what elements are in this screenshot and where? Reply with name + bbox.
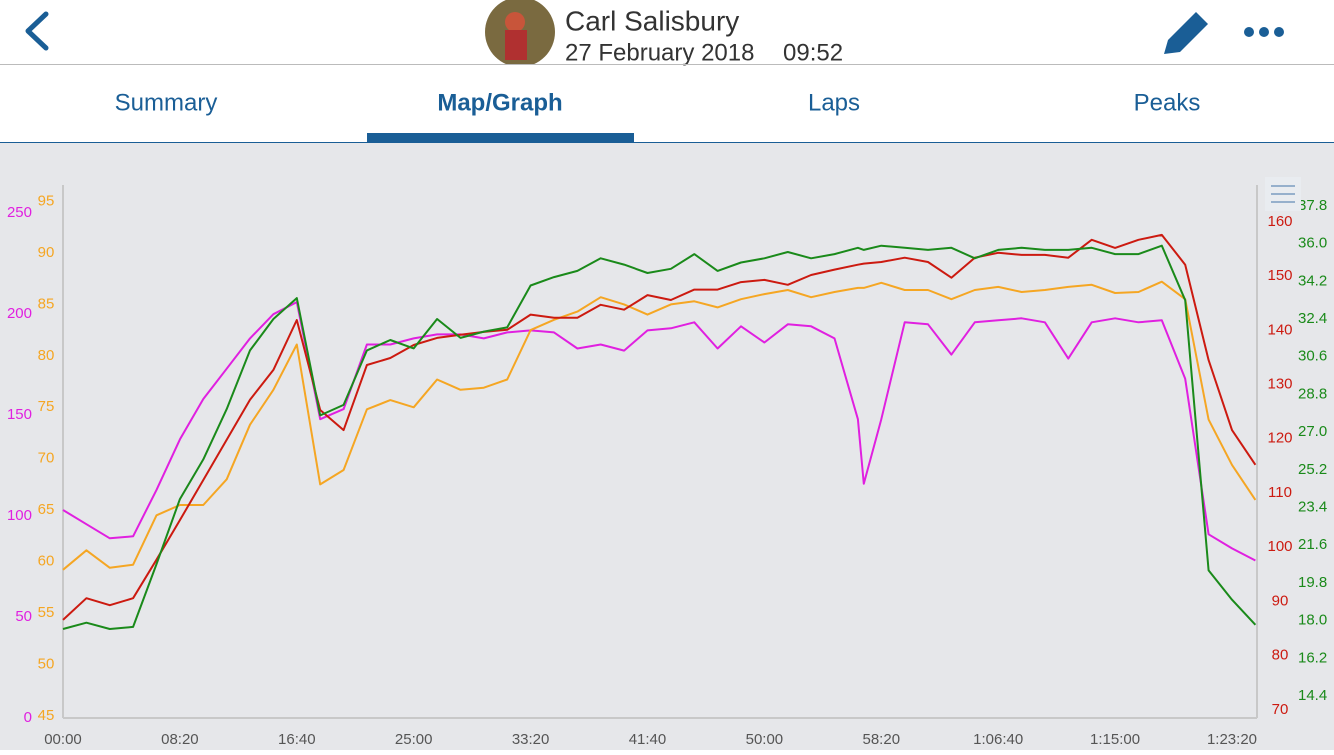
y-tick-label: 30.6 (1298, 348, 1327, 365)
x-tick-label: 25:00 (395, 731, 433, 748)
y-tick-label: 150 (1267, 267, 1292, 284)
y-tick-label: 90 (1272, 592, 1289, 609)
y-tick-label: 32.4 (1298, 310, 1327, 327)
y-tick-label: 140 (1267, 321, 1292, 338)
x-tick-label: 50:00 (746, 731, 784, 748)
back-button[interactable] (25, 11, 49, 51)
y-tick-label: 18.0 (1298, 612, 1327, 629)
y-tick-label: 36.0 (1298, 235, 1327, 252)
x-tick-label: 58:20 (863, 731, 901, 748)
y-tick-label: 25.2 (1298, 461, 1327, 478)
y-tick-label: 45 (38, 707, 55, 724)
x-tick-label: 33:20 (512, 731, 550, 748)
y-tick-label: 16.2 (1298, 649, 1327, 666)
y-tick-label: 0 (24, 709, 32, 726)
tab-indicator (367, 133, 634, 142)
tab-active[interactable]: Map/Graph (437, 89, 562, 116)
x-tick-label: 16:40 (278, 731, 316, 748)
series-line (62, 280, 1257, 571)
y-tick-label: 150 (7, 406, 32, 423)
chart-bg (0, 143, 1334, 750)
series-line (62, 301, 1256, 562)
series-line (62, 233, 1257, 621)
y-tick-label: 95 (38, 192, 55, 209)
tab[interactable]: Laps (808, 89, 860, 116)
y-tick-label: 75 (38, 398, 55, 415)
y-tick-label: 85 (38, 295, 55, 312)
x-tick-label: 1:15:00 (1090, 731, 1140, 748)
y-tick-label: 70 (38, 450, 55, 467)
y-tick-label: 37.8 (1298, 197, 1327, 214)
y-tick-label: 80 (1272, 647, 1289, 664)
y-tick-label: 55 (38, 604, 55, 621)
y-tick-label: 100 (7, 507, 32, 524)
more-button[interactable] (1244, 27, 1284, 37)
x-tick-label: 1:23:20 (1207, 731, 1257, 748)
y-tick-label: 130 (1267, 376, 1292, 393)
x-tick-label: 00:00 (44, 731, 82, 748)
athlete-name: Carl Salisbury (565, 5, 739, 36)
y-tick-label: 19.8 (1298, 574, 1327, 591)
y-tick-label: 110 (1268, 484, 1292, 501)
tab[interactable]: Peaks (1134, 89, 1201, 116)
y-tick-label: 34.2 (1298, 272, 1327, 289)
y-tick-label: 120 (1267, 430, 1292, 447)
y-tick-label: 50 (15, 608, 32, 625)
header-bg (0, 0, 1334, 143)
y-tick-label: 70 (1272, 701, 1289, 718)
series-line (62, 244, 1257, 630)
avatar[interactable] (484, 0, 556, 64)
activity-time: 09:52 (783, 39, 843, 66)
y-tick-label: 160 (1267, 213, 1292, 230)
y-tick-label: 28.8 (1298, 385, 1327, 402)
x-tick-label: 41:40 (629, 731, 667, 748)
y-tick-label: 100 (1267, 538, 1292, 555)
y-tick-label: 65 (38, 501, 55, 518)
edit-button[interactable] (1164, 12, 1208, 54)
x-tick-label: 08:20 (161, 731, 199, 748)
y-tick-label: 14.4 (1298, 687, 1327, 704)
y-tick-label: 80 (38, 347, 55, 364)
y-tick-label: 200 (7, 305, 32, 322)
x-tick-label: 1:06:40 (973, 731, 1023, 748)
y-tick-label: 23.4 (1298, 498, 1327, 515)
y-tick-label: 250 (7, 204, 32, 221)
y-tick-label: 90 (38, 244, 55, 261)
y-tick-label: 21.6 (1298, 536, 1327, 553)
y-tick-label: 60 (38, 553, 55, 570)
y-tick-label: 50 (38, 655, 55, 672)
y-tick-label: 27.0 (1298, 423, 1327, 440)
activity-date: 27 February 2018 (565, 39, 754, 66)
tab[interactable]: Summary (115, 89, 218, 116)
chart-menu[interactable] (1265, 177, 1301, 211)
